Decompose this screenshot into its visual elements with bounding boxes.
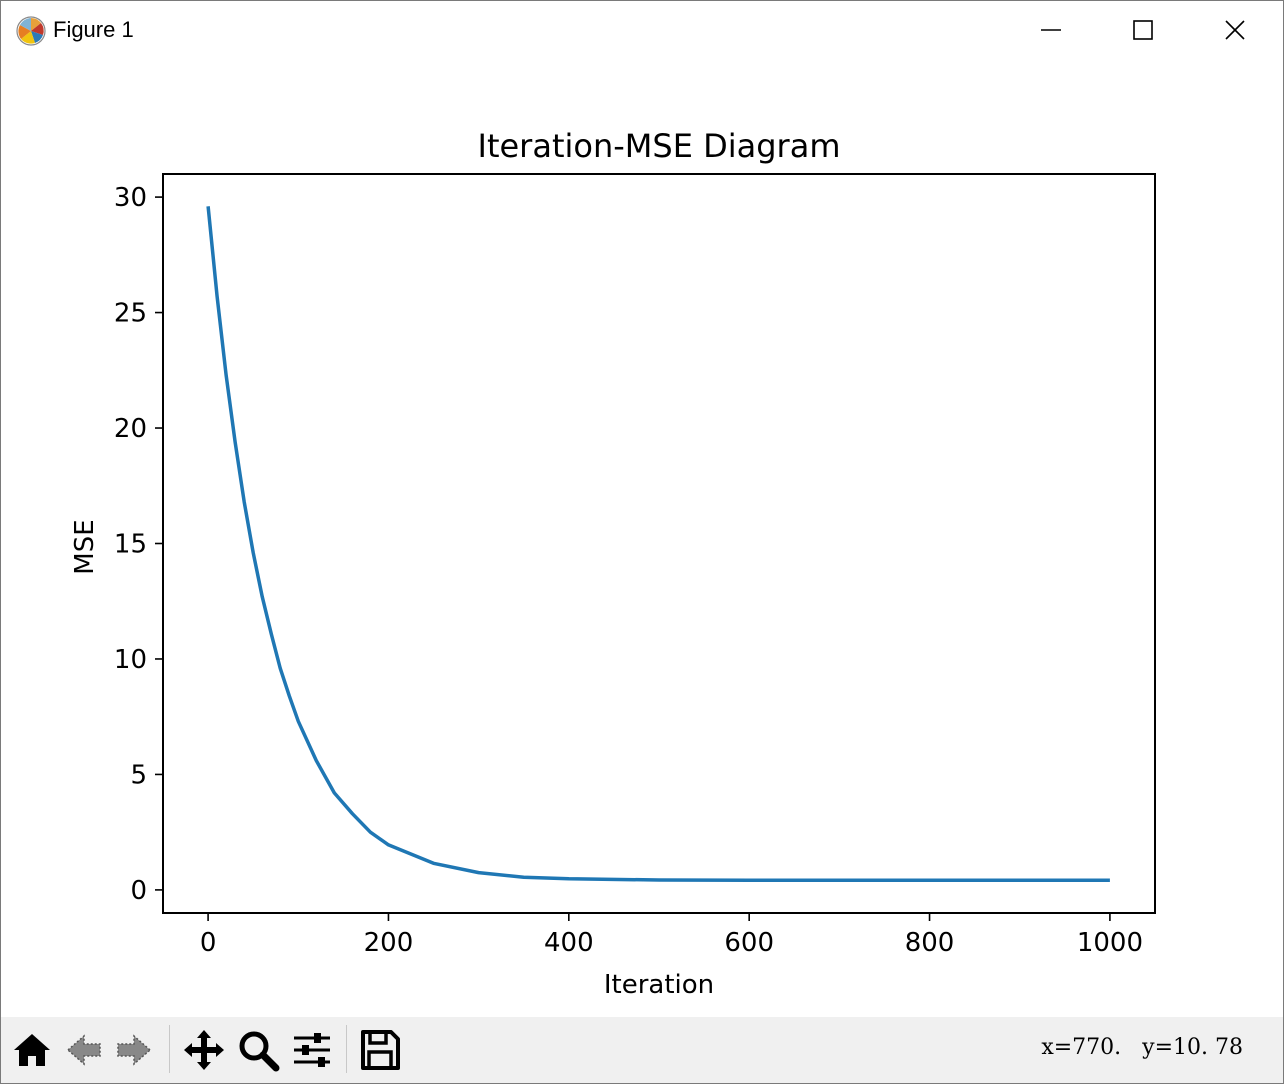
y-tick-label: 30	[114, 183, 147, 213]
configure-subplots-button[interactable]	[287, 1025, 337, 1075]
home-icon	[14, 1034, 50, 1066]
y-axis-label: MSE	[70, 519, 100, 574]
x-tick-label: 600	[724, 928, 774, 958]
cursor-coordinates-readout: x=770. y=10. 78	[1041, 1035, 1243, 1060]
x-tick-label: 800	[905, 928, 955, 958]
figure-canvas[interactable]: Iteration-MSE Diagram 0 200 400 600 800 1000 0…	[1, 59, 1283, 1017]
matplotlib-logo-icon	[15, 15, 47, 47]
y-tick-label: 0	[130, 876, 147, 906]
y-tick-label: 20	[114, 414, 147, 444]
navigation-toolbar: x=770. y=10. 78	[1, 1017, 1283, 1083]
mse-series-line	[206, 206, 1110, 882]
y-tick-label: 25	[114, 299, 147, 329]
x-tick-label: 0	[200, 928, 217, 958]
forward-arrow-icon	[117, 1034, 152, 1066]
maximize-icon	[1133, 20, 1153, 40]
y-tick-label: 15	[114, 530, 147, 560]
y-tick-label: 10	[114, 645, 147, 675]
axes-frame	[162, 173, 1156, 914]
x-tick-label: 200	[364, 928, 414, 958]
chart-title: Iteration-MSE Diagram	[478, 127, 841, 165]
save-icon	[361, 1030, 400, 1070]
y-tick-label: 5	[130, 760, 147, 790]
back-button[interactable]	[59, 1025, 109, 1075]
toolbar-separator	[346, 1025, 347, 1073]
window-title: Figure 1	[53, 17, 134, 42]
zoom-button[interactable]	[233, 1025, 283, 1075]
x-axis-label: Iteration	[604, 970, 714, 1000]
home-button[interactable]	[7, 1025, 57, 1075]
x-tick-label: 1000	[1077, 928, 1143, 958]
maximize-button[interactable]	[1097, 1, 1189, 59]
chart: Iteration-MSE Diagram 0 200 400 600 800 1000 0…	[70, 127, 1156, 1000]
back-arrow-icon	[66, 1034, 101, 1066]
close-button[interactable]	[1189, 1, 1281, 59]
x-tick-label: 400	[544, 928, 594, 958]
forward-button[interactable]	[109, 1025, 159, 1075]
minimize-button[interactable]	[1005, 1, 1097, 59]
minimize-icon	[1041, 29, 1061, 31]
save-button[interactable]	[355, 1025, 405, 1075]
pan-button[interactable]	[179, 1025, 229, 1075]
close-icon	[1225, 20, 1245, 40]
pan-icon	[184, 1030, 224, 1070]
zoom-icon	[239, 1031, 280, 1072]
title-bar[interactable]: Figure 1	[1, 1, 1283, 59]
configure-subplots-icon	[294, 1033, 330, 1067]
toolbar-separator	[169, 1025, 170, 1073]
